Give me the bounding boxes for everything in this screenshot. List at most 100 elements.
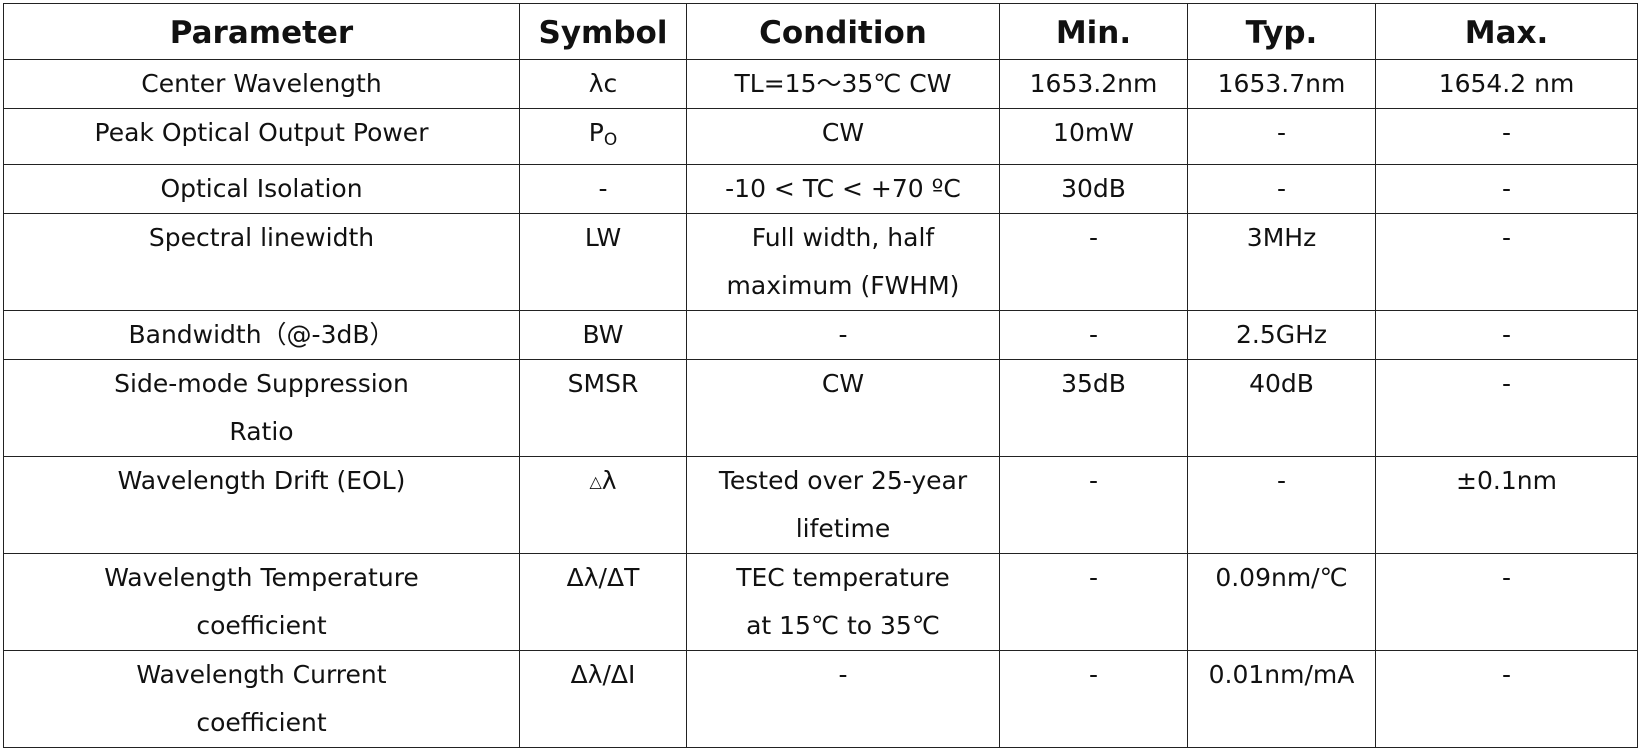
table-row-peak-output-power: Peak Optical Output Power PO CW 10mW - - [3,108,1638,165]
cell-condition: CW [686,108,1000,165]
table-row-smsr: Side-mode Suppression Ratio SMSR CW 35dB… [3,359,1638,457]
cell-typ: 1653.7nm [1187,59,1376,109]
cell-symbol: BW [519,310,687,360]
cell-typ: - [1187,456,1376,554]
table-row-bandwidth: Bandwidth（@-3dB） BW - - 2.5GHz - [3,310,1638,360]
table-row-wavelength-current-coefficient: Wavelength Current coefficient Δλ/ΔI - -… [3,650,1638,748]
cell-max: - [1375,553,1638,651]
header-condition: Condition [686,3,1000,60]
condition-text: CW [821,118,865,147]
table-row-center-wavelength: Center Wavelength λc TL=15～35℃ CW 1653.2… [3,59,1638,109]
cell-parameter: Bandwidth（@-3dB） [3,310,520,360]
table-row-optical-isolation: Optical Isolation - -10 < TC < +70 ºC 30… [3,164,1638,214]
parameter-line-1: Wavelength Current [136,660,387,689]
cell-condition: TEC temperature at 15℃ to 35℃ [686,553,1000,651]
cell-min: - [999,650,1188,748]
cell-typ: 0.01nm/mA [1187,650,1376,748]
symbol-main: λ [601,466,617,495]
cell-parameter: Optical Isolation [3,164,520,214]
cell-typ: - [1187,164,1376,214]
cell-symbol: - [519,164,687,214]
parameter-line-1: Side-mode Suppression [114,369,409,398]
header-max: Max. [1375,3,1638,60]
header-parameter: Parameter [3,3,520,60]
parameter-line-2: coefficient [196,708,327,737]
table-header-row: Parameter Symbol Condition Min. Typ. Max… [3,3,1638,60]
cell-typ: 40dB [1187,359,1376,457]
cell-condition: TL=15～35℃ CW [686,59,1000,109]
cell-symbol: λc [519,59,687,109]
condition-line-1: Tested over 25-year [718,466,968,495]
parameter-text: Peak Optical Output Power [94,118,429,147]
symbol-text: LW [584,223,622,252]
cell-min: 10mW [999,108,1188,165]
cell-condition: Tested over 25-year lifetime [686,456,1000,554]
cell-parameter: Center Wavelength [3,59,520,109]
cell-condition: -10 < TC < +70 ºC [686,164,1000,214]
symbol-text: Δλ/ΔI [570,660,636,689]
condition-text: TL=15～35℃ CW [734,69,952,98]
parameter-text: Spectral linewidth [148,223,375,252]
cell-symbol: LW [519,213,687,311]
symbol-text: SMSR [567,369,639,398]
cell-condition: Full width, half maximum (FWHM) [686,213,1000,311]
cell-max: - [1375,213,1638,311]
condition-line-1: TEC temperature [736,563,950,592]
symbol-text: BW [582,320,624,349]
table-row-wavelength-drift: Wavelength Drift (EOL) △λ Tested over 25… [3,456,1638,554]
cell-min: 35dB [999,359,1188,457]
cell-typ: 3MHz [1187,213,1376,311]
condition-text: CW [821,369,865,398]
parameter-line-1: Wavelength Temperature [104,563,419,592]
cell-min: - [999,213,1188,311]
parameter-line-2: Ratio [229,417,294,446]
cell-max: - [1375,359,1638,457]
header-min: Min. [999,3,1188,60]
cell-condition: CW [686,359,1000,457]
cell-symbol: Δλ/ΔI [519,650,687,748]
symbol-main: P [588,118,604,147]
cell-max: ±0.1nm [1375,456,1638,554]
cell-typ: 0.09nm/℃ [1187,553,1376,651]
cell-parameter: Side-mode Suppression Ratio [3,359,520,457]
cell-symbol: Δλ/ΔT [519,553,687,651]
cell-max: - [1375,164,1638,214]
cell-symbol: SMSR [519,359,687,457]
cell-max: - [1375,310,1638,360]
symbol-text: △λ [526,457,680,506]
cell-parameter: Wavelength Current coefficient [3,650,520,748]
specifications-table: Parameter Symbol Condition Min. Typ. Max… [3,3,1638,748]
cell-min: - [999,456,1188,554]
condition-line-2: lifetime [795,514,891,543]
cell-symbol: △λ [519,456,687,554]
cell-parameter: Peak Optical Output Power [3,108,520,165]
cell-max: - [1375,108,1638,165]
header-symbol: Symbol [519,3,687,60]
cell-symbol: PO [519,108,687,165]
cell-condition: - [686,310,1000,360]
symbol-text: PO [526,109,680,164]
parameter-text: Bandwidth（@-3dB） [128,320,395,349]
cell-typ: - [1187,108,1376,165]
cell-max: - [1375,650,1638,748]
symbol-text: - [598,174,608,203]
cell-parameter: Wavelength Drift (EOL) [3,456,520,554]
symbol-subscript: O [603,130,618,150]
condition-line-2: maximum (FWHM) [726,271,960,300]
parameter-text: Optical Isolation [160,174,363,203]
parameter-text: Center Wavelength [141,69,382,98]
delta-icon: △ [589,472,602,491]
cell-parameter: Spectral linewidth [3,213,520,311]
cell-parameter: Wavelength Temperature coefficient [3,553,520,651]
cell-min: - [999,310,1188,360]
parameter-text: Wavelength Drift (EOL) [117,466,406,495]
cell-min: 30dB [999,164,1188,214]
table-row-wavelength-temp-coefficient: Wavelength Temperature coefficient Δλ/ΔT… [3,553,1638,651]
header-typ: Typ. [1187,3,1376,60]
cell-max: 1654.2 nm [1375,59,1638,109]
condition-line-2: at 15℃ to 35℃ [746,611,940,640]
cell-typ: 2.5GHz [1187,310,1376,360]
parameter-line-2: coefficient [196,611,327,640]
symbol-text: Δλ/ΔT [566,563,640,592]
condition-text: - [838,320,848,349]
